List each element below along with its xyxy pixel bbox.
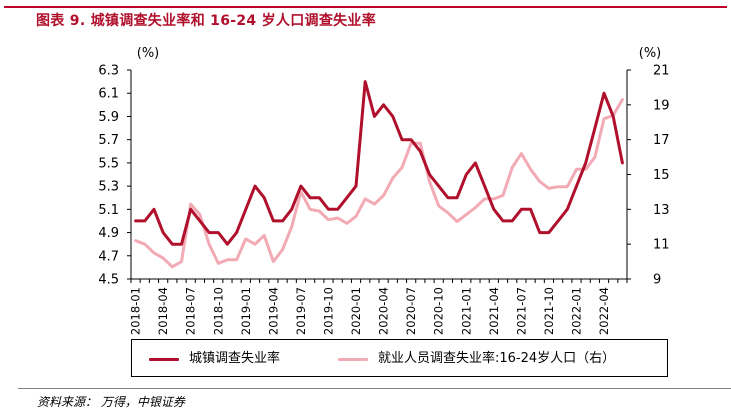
- x-tick-label: 2020-10: [432, 287, 446, 335]
- left-tick-label: 4.9: [98, 226, 119, 241]
- x-tick-label: 2021-01: [459, 287, 473, 335]
- right-tick-label: 9: [653, 273, 661, 288]
- x-tick-label: 2018-01: [129, 287, 143, 335]
- series-line-1: [134, 80, 624, 246]
- legend-swatch-series1: [149, 358, 179, 361]
- x-tick-label: 2020-04: [377, 287, 391, 335]
- right-tick-label: 11: [653, 238, 670, 253]
- left-tick-label: 5.1: [98, 203, 119, 218]
- x-tick-label: 2018-10: [211, 287, 225, 335]
- x-tick-label: 2019-01: [239, 287, 253, 335]
- legend-swatch-series2: [338, 358, 368, 361]
- right-tick-label: 21: [653, 64, 670, 79]
- line-chart: 6.3 6.1 5.9 5.7 5.5 5.3 5.1 4.9 4.7 4.5 (%) 21 19 17 1…: [98, 46, 670, 335]
- left-tick-label: 4.7: [98, 249, 119, 264]
- left-tick-label: 5.7: [98, 133, 119, 148]
- x-tick-label: 2019-04: [266, 287, 280, 335]
- x-tick-label: 2021-04: [487, 287, 501, 335]
- source-note: 资料来源： 万得，中银证券: [37, 395, 185, 409]
- x-tick-label: 2022-04: [597, 287, 611, 335]
- legend-label-series1: 城镇调查失业率: [189, 351, 281, 366]
- x-tick-label: 2019-10: [321, 287, 335, 335]
- source-divider: [18, 388, 731, 389]
- left-tick-label: 5.3: [98, 180, 119, 195]
- right-axis-unit: (%): [639, 46, 662, 61]
- right-tick-label: 17: [653, 133, 670, 148]
- legend: 城镇调查失业率 就业人员调查失业率:16-24岁人口（右）: [131, 339, 668, 377]
- right-tick-label: 15: [653, 168, 670, 183]
- x-tick-label: 2021-10: [542, 287, 556, 335]
- left-tick-label: 5.5: [98, 156, 119, 171]
- right-tick-label: 13: [653, 203, 670, 218]
- x-tick-label: 2019-07: [294, 287, 308, 335]
- x-tick-label: 2022-01: [569, 287, 583, 335]
- chart-title: 图表 9. 城镇调查失业率和 16-24 岁人口调查失业率: [36, 13, 377, 29]
- x-tick-label: 2021-07: [514, 287, 528, 335]
- title-top-rule: [4, 6, 727, 8]
- left-axis-unit: (%): [137, 46, 160, 61]
- legend-label-series2: 就业人员调查失业率:16-24岁人口（右）: [378, 351, 616, 366]
- x-tick-label: 2018-07: [184, 287, 198, 335]
- series-line-2: [134, 98, 624, 269]
- left-tick-label: 5.9: [98, 110, 119, 125]
- left-tick-label: 6.1: [98, 87, 119, 102]
- left-tick-label: 4.5: [98, 273, 119, 288]
- right-tick-label: 19: [653, 98, 670, 113]
- left-tick-label: 6.3: [98, 64, 119, 79]
- x-tick-label: 2018-04: [156, 287, 170, 335]
- x-tick-label: 2020-07: [404, 287, 418, 335]
- x-tick-label: 2020-01: [349, 287, 363, 335]
